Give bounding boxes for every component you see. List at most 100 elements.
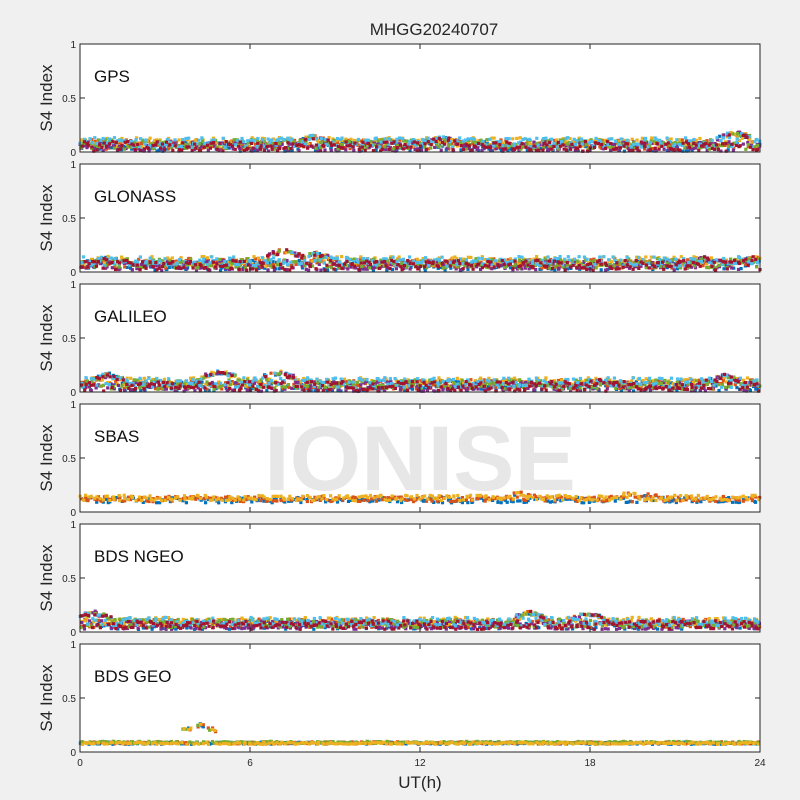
data-point	[246, 378, 250, 382]
data-point	[171, 148, 175, 152]
data-point	[553, 256, 557, 260]
data-point	[672, 257, 676, 261]
data-point	[269, 382, 274, 386]
data-point	[677, 143, 682, 147]
data-point	[120, 144, 124, 148]
data-point	[725, 135, 729, 139]
data-point	[737, 261, 742, 266]
data-point	[366, 264, 370, 268]
data-point	[597, 258, 601, 263]
data-point	[539, 261, 543, 265]
data-point	[112, 144, 116, 148]
data-point	[674, 263, 678, 267]
data-point	[182, 265, 186, 269]
data-point	[678, 264, 682, 268]
data-point	[466, 386, 470, 390]
data-point	[672, 268, 676, 272]
data-point	[744, 257, 748, 261]
data-point	[412, 138, 416, 142]
data-point	[316, 149, 320, 153]
data-point	[134, 138, 138, 142]
data-point	[278, 372, 282, 376]
data-point	[497, 383, 501, 387]
data-point	[138, 255, 142, 259]
data-point	[260, 382, 265, 386]
data-point	[376, 380, 380, 384]
data-point	[396, 144, 400, 148]
data-point	[348, 147, 352, 151]
data-point	[486, 385, 490, 389]
data-point	[424, 140, 428, 144]
data-point	[120, 146, 124, 150]
data-point	[666, 141, 670, 145]
data-point	[726, 148, 730, 152]
data-point	[353, 141, 357, 145]
data-point	[737, 130, 741, 134]
data-point	[631, 149, 635, 153]
data-point	[111, 139, 115, 144]
data-point	[664, 142, 668, 146]
data-point	[583, 140, 588, 144]
data-point	[367, 266, 371, 270]
data-point	[100, 260, 104, 264]
data-point	[384, 147, 388, 151]
data-point	[331, 140, 335, 144]
data-point	[262, 137, 267, 141]
data-point	[142, 376, 147, 380]
data-point	[639, 140, 643, 144]
data-point	[167, 261, 171, 266]
data-point	[320, 259, 324, 263]
data-point	[280, 136, 284, 140]
data-point	[652, 265, 657, 269]
data-point	[421, 257, 425, 261]
data-point	[705, 256, 709, 260]
data-point	[607, 137, 611, 141]
data-point	[565, 261, 569, 265]
data-point	[224, 372, 228, 376]
data-point	[529, 142, 533, 146]
data-point	[561, 143, 565, 147]
data-point	[394, 264, 398, 268]
data-point	[265, 378, 269, 382]
data-point	[242, 263, 246, 267]
data-point	[599, 146, 603, 150]
data-point	[731, 148, 735, 152]
data-point	[631, 142, 635, 147]
data-point	[87, 262, 91, 266]
data-point	[441, 135, 445, 139]
data-point	[271, 381, 275, 385]
data-point	[90, 141, 94, 145]
data-point	[366, 141, 371, 145]
data-point	[205, 259, 210, 263]
data-point	[449, 266, 453, 270]
data-point	[237, 263, 241, 267]
data-point	[724, 264, 728, 268]
data-point	[462, 146, 466, 150]
data-point	[224, 386, 228, 390]
data-point	[713, 147, 717, 151]
data-point	[624, 383, 628, 387]
data-point	[164, 266, 168, 270]
data-point	[352, 389, 356, 393]
data-point	[356, 260, 360, 264]
data-point	[553, 138, 557, 142]
data-point	[639, 262, 643, 266]
data-point	[589, 140, 594, 144]
data-point	[267, 261, 271, 265]
data-point	[297, 258, 301, 263]
data-point	[498, 140, 502, 144]
data-point	[390, 141, 394, 145]
data-point	[304, 140, 308, 144]
data-point	[311, 251, 315, 256]
data-point	[323, 137, 327, 141]
data-point	[543, 261, 547, 265]
data-point	[618, 387, 622, 391]
data-point	[412, 259, 416, 263]
data-point	[329, 148, 333, 153]
data-point	[527, 141, 531, 145]
data-point	[265, 261, 269, 265]
data-point	[481, 262, 485, 266]
data-point	[712, 260, 716, 264]
data-point	[372, 257, 376, 261]
